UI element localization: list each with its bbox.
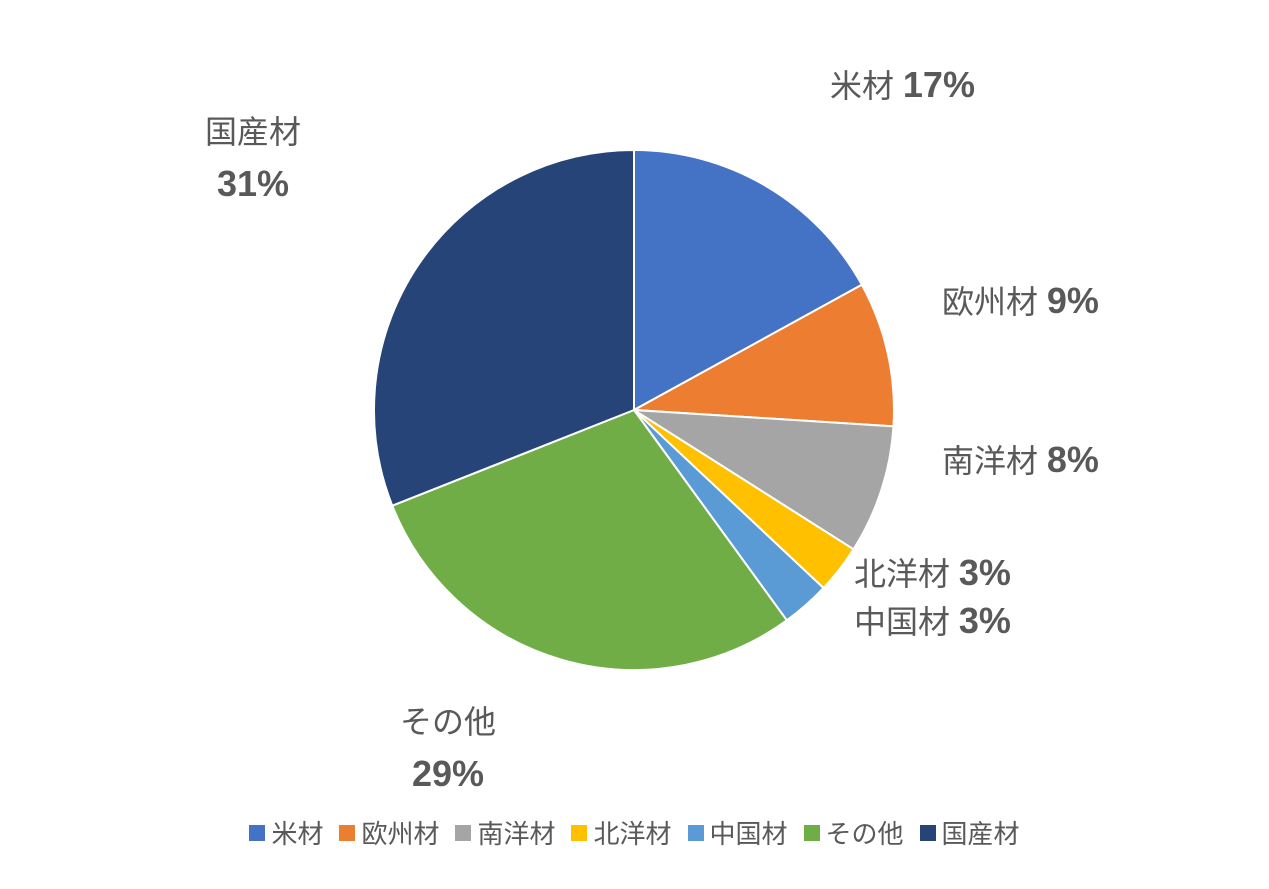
- legend-swatch: [688, 825, 704, 841]
- legend-item: 欧州材: [339, 814, 439, 851]
- data-label: 国産材 31%: [205, 110, 301, 209]
- legend-label: 欧州材: [361, 814, 439, 851]
- legend-swatch: [571, 825, 587, 841]
- label-percent: 29%: [400, 749, 496, 799]
- legend-label: 南洋材: [477, 814, 555, 851]
- data-label: 中国材 3%: [854, 596, 1011, 646]
- label-name: 中国材: [854, 604, 950, 640]
- legend-label: 北洋材: [593, 814, 671, 851]
- label-name: 欧州材: [942, 284, 1038, 320]
- label-percent: 9%: [1047, 280, 1099, 321]
- label-percent: 3%: [959, 600, 1011, 641]
- legend-item: 北洋材: [571, 814, 671, 851]
- label-percent: 3%: [959, 552, 1011, 593]
- legend-label: 米材: [271, 814, 323, 851]
- data-label: 南洋材 8%: [942, 435, 1099, 485]
- legend-label: その他: [826, 814, 904, 851]
- pie-chart: 米材 17%欧州材 9%南洋材 8%北洋材 3%中国材 3%その他29%国産材3…: [0, 0, 1269, 889]
- pie-svg: [374, 150, 894, 670]
- legend-swatch: [339, 825, 355, 841]
- label-name: その他: [400, 704, 496, 740]
- legend-item: 国産材: [920, 814, 1020, 851]
- data-label: その他 29%: [400, 700, 496, 799]
- data-label: 米材 17%: [830, 60, 975, 110]
- label-name: 北洋材: [854, 556, 950, 592]
- data-label: 北洋材 3%: [854, 548, 1011, 598]
- label-name: 南洋材: [942, 443, 1038, 479]
- legend-item: 米材: [249, 814, 323, 851]
- legend-swatch: [920, 825, 936, 841]
- legend-label: 国産材: [942, 814, 1020, 851]
- legend-swatch: [455, 825, 471, 841]
- data-label: 欧州材 9%: [942, 276, 1099, 326]
- legend-item: 中国材: [688, 814, 788, 851]
- legend: 米材 欧州材 南洋材 北洋材 中国材 その他 国産材: [0, 814, 1269, 851]
- label-percent: 17%: [903, 64, 975, 105]
- legend-swatch: [804, 825, 820, 841]
- label-percent: 8%: [1047, 439, 1099, 480]
- legend-item: その他: [804, 814, 904, 851]
- label-name: 米材: [830, 68, 894, 104]
- legend-item: 南洋材: [455, 814, 555, 851]
- label-percent: 31%: [205, 159, 301, 209]
- label-name: 国産材: [205, 114, 301, 150]
- legend-swatch: [249, 825, 265, 841]
- legend-label: 中国材: [710, 814, 788, 851]
